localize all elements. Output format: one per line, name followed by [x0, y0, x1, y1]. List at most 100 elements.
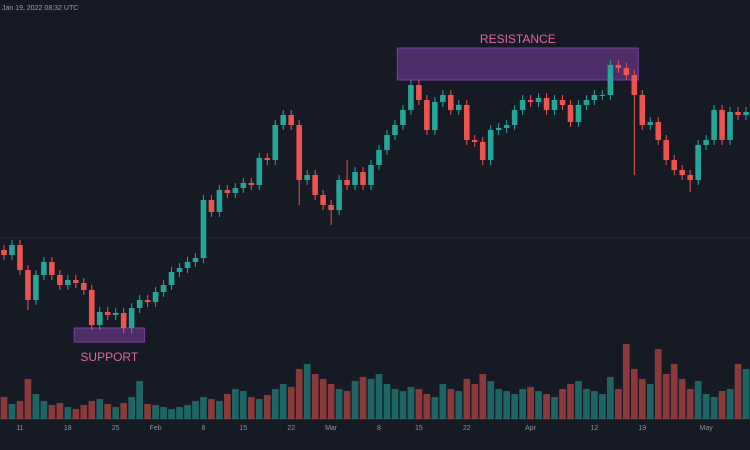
candle-body — [304, 175, 310, 180]
volume-bar — [686, 389, 694, 419]
volume-bar — [176, 407, 183, 419]
volume-bar — [622, 344, 630, 419]
volume-bar — [240, 391, 247, 419]
candle-body — [9, 245, 15, 255]
candle-body — [727, 112, 733, 140]
candle-body — [216, 190, 223, 212]
candle-body — [296, 125, 302, 180]
candle-body — [152, 292, 159, 302]
candle-body — [495, 128, 502, 130]
volume-bar — [271, 389, 279, 419]
x-tick-label: 22 — [463, 425, 471, 432]
candle-body — [615, 65, 622, 68]
x-tick-label: Mar — [325, 425, 338, 432]
candle-body — [208, 200, 215, 212]
volume-bar — [670, 364, 678, 419]
volume-bar — [367, 379, 375, 419]
candle-body — [511, 110, 518, 125]
candle-body — [176, 268, 183, 272]
volume-bar — [638, 379, 646, 419]
volume-bar — [439, 384, 447, 419]
volume-bar — [160, 407, 167, 419]
candle-body — [49, 262, 55, 275]
candle-body — [96, 312, 103, 325]
candle-body — [88, 290, 95, 325]
candle-body — [120, 313, 127, 328]
x-tick-label: 15 — [239, 425, 247, 432]
candle-body — [272, 125, 279, 160]
volume-bar — [263, 395, 271, 419]
volume-bar — [40, 401, 48, 419]
volume-bar — [359, 377, 367, 419]
candle-body — [360, 172, 366, 185]
candle-body — [104, 312, 111, 315]
zone — [73, 327, 145, 343]
volume-bar — [112, 407, 120, 419]
volume-bar — [168, 409, 175, 419]
volume-bar — [399, 391, 407, 419]
volume-bar — [375, 374, 383, 419]
candle-body — [448, 95, 454, 110]
candle-body — [719, 110, 725, 140]
candle-body — [65, 280, 71, 285]
volume-bar — [495, 389, 503, 419]
candle-body — [384, 135, 390, 150]
volume-bar — [407, 387, 415, 419]
volume-bar — [535, 391, 542, 419]
candle-body — [703, 140, 709, 145]
candle-body — [288, 115, 295, 125]
volume-bar — [415, 389, 423, 419]
volume-bar — [583, 389, 590, 419]
volume-bar — [447, 389, 455, 419]
volume-bar — [567, 384, 574, 419]
volume-bar — [224, 394, 231, 419]
candle-body — [663, 140, 670, 160]
volume-bar — [479, 374, 487, 419]
candle-body — [695, 145, 701, 180]
candle-body — [575, 105, 582, 122]
x-tick-label: 19 — [638, 425, 646, 432]
volume-bar — [726, 389, 734, 419]
volume-bar — [200, 397, 207, 419]
volume-bar — [327, 384, 335, 419]
candle-body — [440, 95, 446, 102]
candle-body — [559, 100, 566, 105]
volume-bar — [48, 405, 56, 419]
volume-bar — [654, 349, 662, 419]
volume-bar — [32, 394, 40, 419]
candle-body — [567, 105, 574, 122]
volume-bar — [630, 369, 638, 419]
volume-bar — [351, 381, 359, 419]
volume-bar — [88, 401, 96, 419]
candle-body — [160, 285, 167, 292]
candle-body — [144, 300, 151, 302]
volume-bar — [471, 384, 479, 419]
candle-body — [631, 75, 638, 95]
candle-body — [232, 188, 239, 193]
candle-body — [583, 100, 590, 105]
candle-body — [551, 100, 558, 110]
candle-body — [280, 115, 287, 125]
volume-bar — [734, 364, 742, 419]
volume-bar — [710, 397, 718, 419]
x-tick-label: 22 — [287, 425, 295, 432]
candle-body — [455, 105, 462, 110]
candle-body — [623, 68, 630, 75]
volume-bar — [216, 401, 223, 419]
candle-body — [184, 262, 191, 268]
x-tick-label: 12 — [591, 425, 599, 432]
volume-bar — [152, 405, 159, 419]
volume-bar — [343, 391, 351, 419]
candle-body — [25, 270, 31, 300]
volume-bar — [335, 389, 343, 419]
volume-bar — [56, 403, 64, 419]
candle-body — [320, 195, 326, 205]
candle-body — [256, 158, 263, 185]
volume-bar — [303, 364, 311, 419]
volume-bar — [208, 399, 215, 419]
volume-bar — [607, 377, 614, 419]
volume-bar — [232, 389, 239, 419]
volume-bar — [255, 399, 263, 419]
candle-body — [655, 122, 662, 140]
